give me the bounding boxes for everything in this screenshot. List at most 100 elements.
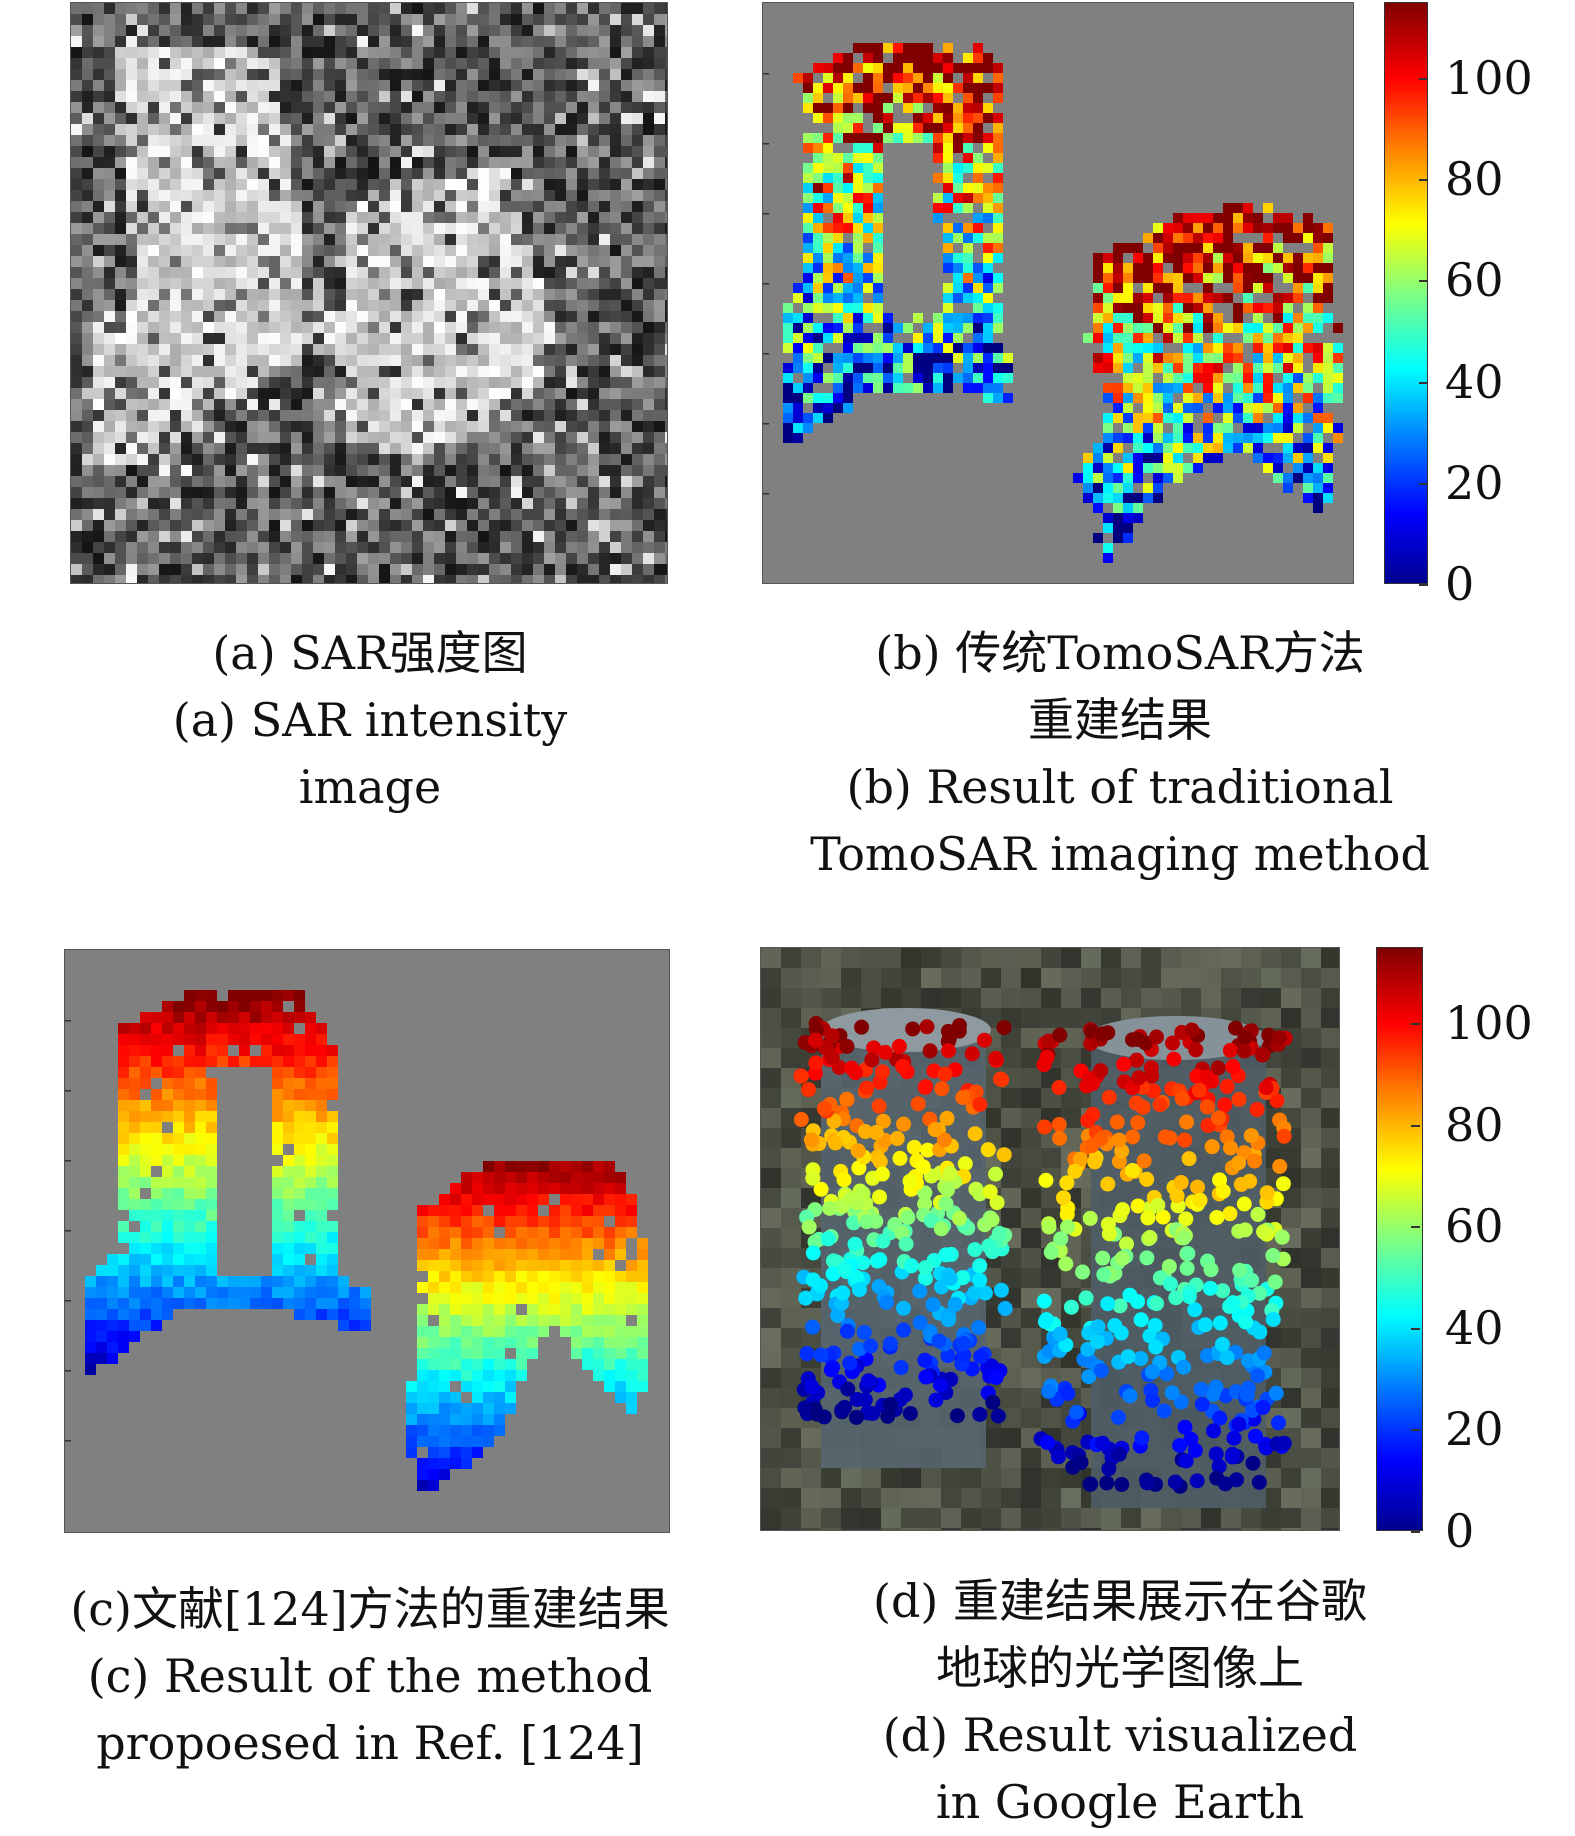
- sar-pixel: [236, 333, 247, 344]
- sar-pixel: [621, 575, 632, 583]
- sar-pixel: [588, 212, 599, 223]
- sar-pixel: [203, 432, 214, 443]
- sar-pixel: [555, 366, 566, 377]
- sar-pixel: [203, 113, 214, 124]
- height-pixel: [129, 1067, 140, 1078]
- sar-pixel: [82, 179, 93, 190]
- sar-pixel: [368, 25, 379, 36]
- sar-pixel: [247, 3, 258, 14]
- height-pixel: [883, 363, 893, 373]
- height-pixel: [913, 53, 923, 63]
- height-pixel: [272, 1276, 283, 1287]
- sar-pixel: [159, 168, 170, 179]
- sar-pixel: [522, 69, 533, 80]
- sar-pixel: [291, 509, 302, 520]
- sar-pixel: [577, 267, 588, 278]
- height-pixel: [305, 1133, 316, 1144]
- sar-pixel: [258, 47, 269, 58]
- sar-pixel: [566, 135, 577, 146]
- sar-pixel: [467, 157, 478, 168]
- sar-pixel: [456, 443, 467, 454]
- sar-pixel: [654, 69, 665, 80]
- sar-pixel: [632, 322, 643, 333]
- sar-pixel: [489, 113, 500, 124]
- height-pixel: [1233, 223, 1243, 233]
- sar-pixel: [291, 333, 302, 344]
- height-pixel: [195, 1276, 206, 1287]
- height-pixel: [993, 383, 1003, 393]
- height-pixel: [206, 1166, 217, 1177]
- sar-pixel: [104, 91, 115, 102]
- sar-pixel: [621, 542, 632, 553]
- sar-pixel: [445, 146, 456, 157]
- height-pixel: [1163, 303, 1173, 313]
- height-pixel: [1243, 323, 1253, 333]
- height-pixel: [626, 1216, 637, 1227]
- sar-pixel: [137, 454, 148, 465]
- sar-pixel: [577, 509, 588, 520]
- sar-pixel: [412, 91, 423, 102]
- sar-pixel: [93, 146, 104, 157]
- height-pixel: [151, 1221, 162, 1232]
- height-pixel: [793, 413, 803, 423]
- height-pixel: [893, 383, 903, 393]
- height-pixel: [173, 1276, 184, 1287]
- sar-pixel: [379, 245, 390, 256]
- sar-pixel: [588, 465, 599, 476]
- height-pixel: [833, 383, 843, 393]
- height-pixel: [472, 1304, 483, 1315]
- sar-pixel: [643, 36, 654, 47]
- height-pixel: [813, 373, 823, 383]
- sar-pixel: [588, 157, 599, 168]
- sar-pixel: [577, 465, 588, 476]
- sar-pixel: [313, 245, 324, 256]
- sar-pixel: [214, 355, 225, 366]
- sar-pixel: [82, 201, 93, 212]
- height-pixel: [461, 1227, 472, 1238]
- sar-pixel: [247, 25, 258, 36]
- sar-pixel: [159, 509, 170, 520]
- height-pixel: [162, 1012, 173, 1023]
- height-pixel: [823, 143, 833, 153]
- height-pixel: [1203, 283, 1213, 293]
- height-pixel: [1123, 473, 1133, 483]
- height-pixel: [1113, 393, 1123, 403]
- sar-pixel: [632, 289, 643, 300]
- sar-pixel: [566, 443, 577, 454]
- height-pixel: [118, 1067, 129, 1078]
- sar-pixel: [599, 168, 610, 179]
- height-pixel: [883, 343, 893, 353]
- sar-pixel: [82, 146, 93, 157]
- height-pixel: [560, 1249, 571, 1260]
- sar-pixel: [192, 542, 203, 553]
- sar-pixel: [126, 25, 137, 36]
- sar-pixel: [236, 124, 247, 135]
- sar-pixel: [137, 399, 148, 410]
- sar-pixel: [192, 432, 203, 443]
- sar-pixel: [500, 223, 511, 234]
- sar-pixel: [456, 531, 467, 542]
- sar-pixel: [412, 256, 423, 267]
- sar-pixel: [368, 300, 379, 311]
- sar-pixel: [247, 465, 258, 476]
- height-pixel: [184, 1199, 195, 1210]
- sar-pixel: [346, 190, 357, 201]
- height-pixel: [637, 1315, 648, 1326]
- sar-pixel: [412, 102, 423, 113]
- height-pixel: [853, 383, 863, 393]
- height-pixel: [1323, 363, 1333, 373]
- height-pixel: [140, 1012, 151, 1023]
- sar-pixel: [280, 212, 291, 223]
- height-pixel: [1193, 363, 1203, 373]
- sar-pixel: [137, 531, 148, 542]
- sar-pixel: [588, 289, 599, 300]
- height-pixel: [1153, 463, 1163, 473]
- sar-pixel: [247, 179, 258, 190]
- height-pixel: [272, 1089, 283, 1100]
- height-pixel: [943, 83, 953, 93]
- height-pixel: [1293, 343, 1303, 353]
- sar-pixel: [456, 124, 467, 135]
- sar-pixel: [346, 256, 357, 267]
- sar-pixel: [357, 531, 368, 542]
- sar-pixel: [610, 267, 621, 278]
